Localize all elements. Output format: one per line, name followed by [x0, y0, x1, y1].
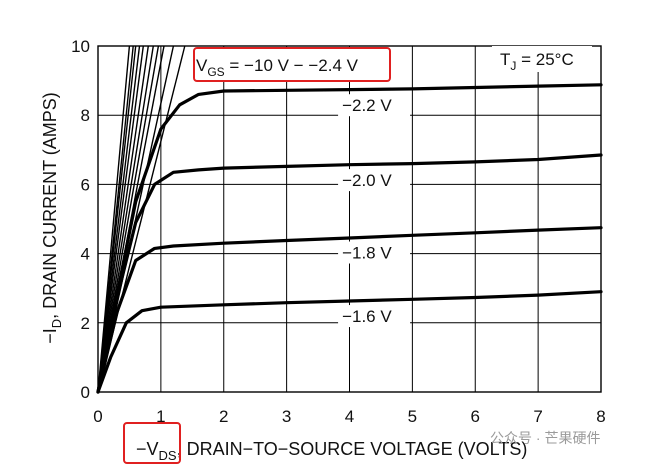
characteristic-curves — [96, 83, 603, 394]
series-line — [96, 153, 603, 394]
curve-labels: −2.2 V −2.0 V −1.8 V −1.6 V — [338, 94, 411, 328]
x-tick-label: 8 — [596, 407, 605, 426]
x-tick-label: 6 — [471, 407, 480, 426]
vds-highlight-box — [123, 422, 181, 464]
y-axis-title: −ID, DRAIN CURRENT (AMPS) — [40, 92, 64, 344]
plot-frame — [97, 45, 602, 393]
y-tick-label: 2 — [81, 314, 90, 333]
vgs-highlight-box — [193, 47, 391, 82]
curve-label-bg — [338, 241, 411, 264]
y-tick-label: 0 — [81, 383, 90, 402]
x-tick-label: 2 — [219, 407, 228, 426]
y-tick-label: 4 — [81, 245, 90, 264]
curve-label: −2.0 V — [342, 171, 392, 190]
tj-annotation-bg — [492, 46, 592, 72]
y-tick-label: 10 — [71, 37, 90, 56]
x-axis-title: −VDS, DRAIN−TO−SOURCE VOLTAGE (VOLTS) — [136, 439, 527, 463]
x-tick-label: 4 — [345, 407, 354, 426]
curve-label: −2.2 V — [342, 96, 392, 115]
series-line — [96, 290, 603, 394]
x-tick-label: 3 — [282, 407, 291, 426]
tj-annotation: TJ = 25°C — [500, 50, 574, 73]
x-tick-label: 1 — [156, 407, 165, 426]
curve-label-bg — [338, 94, 411, 117]
series-line-bundle — [97, 45, 144, 393]
series-line-bundle — [97, 45, 149, 393]
vgs-annotation: VGS = −10 V − −2.4 V — [196, 56, 359, 79]
curve-label-bg — [338, 305, 411, 328]
curve-label: −1.8 V — [342, 244, 392, 263]
series-line-bundle — [97, 45, 154, 393]
series-line — [96, 83, 603, 394]
series-line — [96, 226, 603, 394]
curve-label: −1.6 V — [342, 307, 392, 326]
curve-label-bg — [338, 169, 411, 192]
watermark: 公众号 · 芒果硬件 — [490, 430, 600, 446]
x-tick-label: 5 — [408, 407, 417, 426]
x-tick-label: 0 — [93, 407, 102, 426]
y-tick-label: 8 — [81, 106, 90, 125]
y-tick-labels: 0 2 4 6 8 10 — [71, 37, 90, 402]
x-tick-label: 7 — [533, 407, 542, 426]
x-tick-labels: 0 1 2 3 4 5 6 7 8 — [93, 407, 605, 426]
vgs-annotation-bg — [194, 48, 390, 81]
y-tick-label: 6 — [81, 175, 90, 194]
